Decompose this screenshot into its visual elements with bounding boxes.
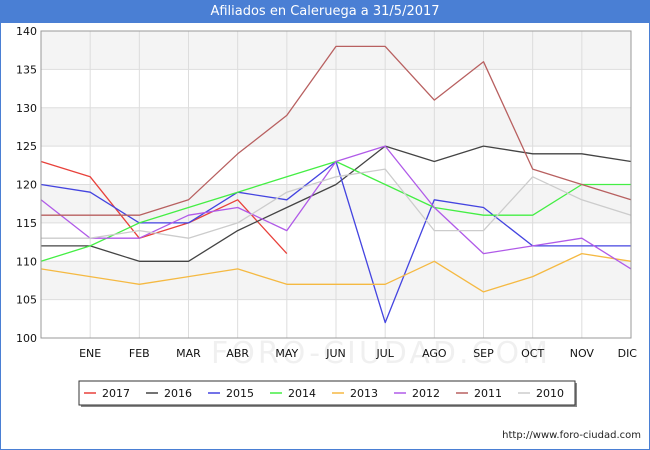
x-tick-label: DIC [618,347,638,360]
x-tick-label: MAR [176,347,201,360]
y-tick-label: 110 [16,255,37,268]
x-tick-label: OCT [521,347,544,360]
legend: 2017 2016 2015 2014 2013 2012 2011 2010 [78,380,577,407]
series-line-2012 [40,145,632,270]
y-axis-tick-labels: 100 105 110 115 120 125 130 135 140 [16,25,37,345]
x-tick-label: FEB [129,347,150,360]
x-tick-label: ENE [79,347,101,360]
series-line-2013 [40,252,632,293]
x-tick-label: AGO [422,347,447,360]
y-tick-label: 100 [16,332,37,345]
plot-border [40,30,632,339]
x-tick-label: JUL [375,347,394,360]
y-tick-label: 115 [16,217,37,230]
chart-title: Afiliados en Caleruega a 31/5/2017 [1,1,649,23]
x-tick-label: MAY [275,347,298,360]
series-line-2017 [40,160,288,255]
legend-label-2017: 2017 [102,387,130,400]
legend-box [78,380,576,406]
series-line-2010 [41,168,632,239]
x-tick-label: JUN [325,347,346,360]
x-tick-label: ABR [226,347,249,360]
x-axis-tick-labels: ENE FEB MAR ABR MAY JUN JUL AGO SEP OCT NOV DIC [79,347,637,360]
legend-label-2016: 2016 [164,387,192,400]
y-tick-label: 140 [16,25,37,38]
y-tick-label: 120 [16,179,37,192]
series-lines [40,45,632,324]
x-tick-label: NOV [570,347,595,360]
legend-label-2010: 2010 [536,387,564,400]
y-tick-label: 135 [16,63,37,76]
legend-label-2011: 2011 [474,387,502,400]
y-tick-label: 125 [16,140,37,153]
source-url[interactable]: http://www.foro-ciudad.com [502,430,641,441]
legend-label-2013: 2013 [350,387,378,400]
legend-label-2014: 2014 [288,387,316,400]
y-tick-label: 105 [16,294,37,307]
watermark-text: FORO-CIUDAD.COM [211,336,551,371]
series-line-2011 [41,45,632,216]
y-tick-label: 130 [16,102,37,115]
series-line-2016 [41,145,632,262]
legend-label-2012: 2012 [412,387,440,400]
legend-label-2015: 2015 [226,387,254,400]
x-tick-label: SEP [473,347,494,360]
